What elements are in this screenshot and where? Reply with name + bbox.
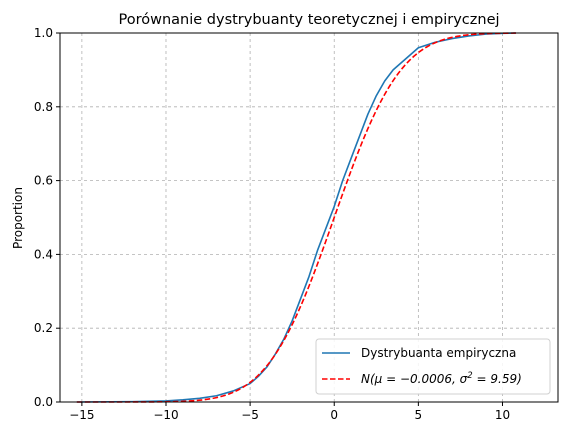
y-tick-label: 0.2 bbox=[34, 321, 53, 335]
plot-frame bbox=[59, 32, 559, 403]
x-tick-label: 5 bbox=[415, 408, 423, 422]
x-tick-label: −15 bbox=[69, 408, 94, 422]
legend-label-normal-suffix: = 9.59) bbox=[473, 372, 522, 386]
x-tick-label: −5 bbox=[241, 408, 259, 422]
x-tick-label: 10 bbox=[495, 408, 510, 422]
x-tick-label: −10 bbox=[153, 408, 178, 422]
y-tick-label: 0.4 bbox=[34, 247, 53, 261]
y-tick-label: 0.0 bbox=[34, 395, 53, 409]
legend-label-normal-sup: 2 bbox=[467, 371, 472, 381]
y-axis-label: Proportion bbox=[11, 187, 25, 249]
y-tick-label: 0.6 bbox=[34, 174, 53, 188]
legend-label-normal: N(μ = −0.0006, σ2 = 9.59) bbox=[361, 371, 522, 386]
legend-box bbox=[315, 338, 551, 395]
series-line-empirical bbox=[76, 32, 516, 403]
legend: Dystrybuanta empiryczna N(μ = −0.0006, σ… bbox=[315, 338, 551, 395]
x-axis: −15 −10 −5 0 5 10 bbox=[69, 402, 510, 422]
y-tick-label: 1.0 bbox=[34, 26, 53, 40]
y-axis: 0.0 0.2 0.4 0.6 0.8 1.0 bbox=[34, 26, 60, 409]
legend-label-normal-prefix: N(μ = −0.0006, σ bbox=[361, 372, 468, 386]
chart-title: Porównanie dystrybuanty teoretycznej i e… bbox=[118, 12, 499, 28]
x-tick-label: 0 bbox=[330, 408, 338, 422]
y-tick-label: 0.8 bbox=[34, 100, 53, 114]
legend-label-empirical: Dystrybuanta empiryczna bbox=[361, 346, 516, 360]
